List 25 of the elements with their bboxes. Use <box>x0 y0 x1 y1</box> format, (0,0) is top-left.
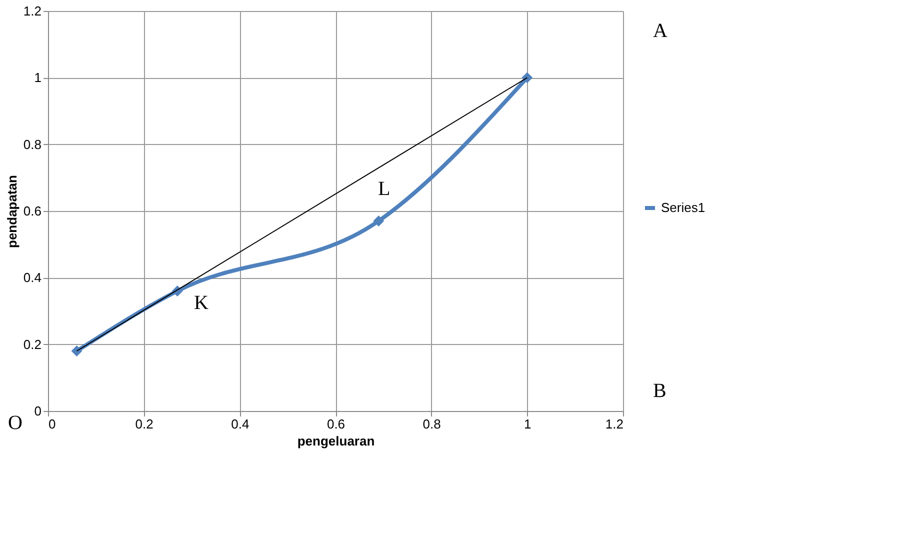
x-tick-label: 0.2 <box>135 416 154 432</box>
point <box>71 346 82 356</box>
text: O <box>8 412 22 434</box>
x-axis-title: pengeluaran <box>297 434 375 448</box>
point <box>373 216 384 226</box>
y-tick-label: 0.4 <box>23 270 42 286</box>
y-axis-title: pendapatan <box>4 174 20 248</box>
y-tick-label: 0.6 <box>23 204 42 218</box>
text: B <box>653 380 666 402</box>
y-tick-label: 0.8 <box>23 136 42 152</box>
legend-label: Series1 <box>661 200 706 215</box>
x-tick-label: 1.2 <box>605 416 624 432</box>
x-tick-label: 0.4 <box>231 416 250 432</box>
point <box>522 72 533 84</box>
x-tick-label: 1 <box>524 416 532 432</box>
annotation: K <box>194 292 209 314</box>
x-tick-label: 0 <box>48 416 56 432</box>
y-tick-label: 0.2 <box>23 336 42 352</box>
text: A <box>653 20 668 42</box>
annotation: L <box>378 178 390 200</box>
y-tick-label: 0 <box>34 404 42 418</box>
x-tick-label: 0.8 <box>422 416 441 432</box>
y-tick-label: 1.2 <box>23 4 42 18</box>
y-tick-label: 1 <box>34 70 42 86</box>
x-tick-label: 0.6 <box>326 416 346 432</box>
